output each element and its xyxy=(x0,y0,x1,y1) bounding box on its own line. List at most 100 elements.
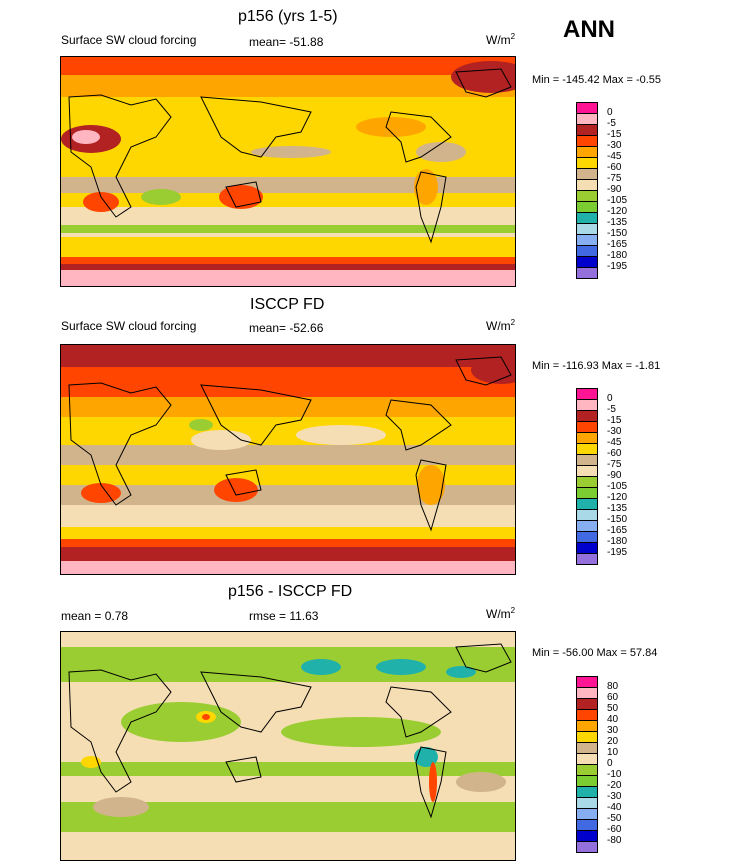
map-blob xyxy=(72,130,100,144)
map-blob xyxy=(251,146,331,158)
map-band xyxy=(61,270,515,286)
map-blob xyxy=(202,714,210,720)
colorbar-box xyxy=(576,553,598,565)
panel1-mean: mean= -51.88 xyxy=(249,35,324,49)
colorbar-label: -165 xyxy=(607,525,628,536)
panel1-title: p156 (yrs 1-5) xyxy=(238,8,338,25)
season-label: ANN xyxy=(563,16,615,43)
colorbar-label: -120 xyxy=(607,206,628,217)
map-blob xyxy=(356,117,426,137)
map-band xyxy=(61,397,515,417)
colorbar-label: -40 xyxy=(607,802,622,813)
map-blob xyxy=(141,189,181,205)
panel2-units: W/m2 xyxy=(486,318,516,334)
map-blob xyxy=(429,762,437,802)
colorbar-label: -90 xyxy=(607,470,622,481)
colorbar-label: -90 xyxy=(607,184,622,195)
colorbar-label: -135 xyxy=(607,217,628,228)
panel3-colorbar: 80 60 50 40 30 20 10 0 -10 -20 -30 -40 -… xyxy=(576,676,636,858)
panel1-map-svg xyxy=(61,57,515,286)
colorbar-label: -180 xyxy=(607,250,628,261)
map-band xyxy=(61,264,515,270)
colorbar-label: -15 xyxy=(607,129,622,140)
panel2-colorbar: 0 -5 -15 -30 -45 -60 -75 -90 -105 -120 -… xyxy=(576,388,636,570)
panel2-map-svg xyxy=(61,345,515,574)
colorbar-label: -180 xyxy=(607,536,628,547)
map-band xyxy=(61,539,515,547)
map-blob xyxy=(83,192,119,212)
colorbar-box xyxy=(576,841,598,853)
panel3-map-svg xyxy=(61,632,515,860)
panel1-minmax: Min = -145.42 Max = -0.55 xyxy=(532,74,662,86)
colorbar-label: -30 xyxy=(607,791,622,802)
panel2-map xyxy=(60,344,516,575)
colorbar-label: -15 xyxy=(607,415,622,426)
map-band xyxy=(61,177,515,193)
colorbar-label: -20 xyxy=(607,780,622,791)
map-blob xyxy=(189,419,213,431)
map-blob xyxy=(417,465,445,505)
colorbar-label: -60 xyxy=(607,824,622,835)
colorbar-label: 0 xyxy=(607,758,613,769)
map-blob xyxy=(414,747,438,767)
colorbar-label: -80 xyxy=(607,835,622,846)
map-band xyxy=(61,547,515,561)
map-blob xyxy=(296,425,386,445)
colorbar-label: -75 xyxy=(607,459,622,470)
colorbar-label: -195 xyxy=(607,261,628,272)
panel3-mean: mean = 0.78 xyxy=(61,609,129,623)
panel3-title: p156 - ISCCP FD xyxy=(228,583,353,600)
panel3-map xyxy=(60,631,516,861)
panel2-title: ISCCP FD xyxy=(250,296,325,313)
colorbar-label: 20 xyxy=(607,736,619,747)
map-blob xyxy=(416,142,466,162)
map-band xyxy=(61,243,515,257)
panel1-map xyxy=(60,56,516,287)
coastline xyxy=(68,643,512,819)
map-blob xyxy=(376,659,426,675)
panel1-units: W/m2 xyxy=(486,32,516,48)
colorbar-label: -30 xyxy=(607,140,622,151)
colorbar-label: 40 xyxy=(607,714,619,725)
map-band xyxy=(61,505,515,527)
map-band xyxy=(61,561,515,574)
map-band xyxy=(61,527,515,539)
colorbar-label: -5 xyxy=(607,118,616,129)
colorbar-label: -105 xyxy=(607,195,628,206)
colorbar-label: -50 xyxy=(607,813,622,824)
panel2-minmax: Min = -116.93 Max = -1.81 xyxy=(532,360,661,372)
map-band xyxy=(61,345,515,367)
map-blob xyxy=(121,702,241,742)
map-band xyxy=(61,225,515,233)
panel1-variable: Surface SW cloud forcing xyxy=(61,33,197,47)
colorbar-label: -150 xyxy=(607,228,628,239)
colorbar-label: -60 xyxy=(607,162,622,173)
colorbar-label: -135 xyxy=(607,503,628,514)
colorbar-label: 80 xyxy=(607,681,619,692)
map-band xyxy=(61,57,515,75)
colorbar-label: -195 xyxy=(607,547,628,558)
colorbar-label: -10 xyxy=(607,769,622,780)
colorbar-label: -5 xyxy=(607,404,616,415)
colorbar-label: -75 xyxy=(607,173,622,184)
panel2-variable: Surface SW cloud forcing xyxy=(61,319,197,333)
map-band xyxy=(61,485,515,505)
panel3-units: W/m2 xyxy=(486,606,516,622)
colorbar-label: -45 xyxy=(607,151,622,162)
colorbar-label: 60 xyxy=(607,692,619,703)
map-blob xyxy=(191,430,251,450)
colorbar-label: -45 xyxy=(607,437,622,448)
colorbar-label: -30 xyxy=(607,426,622,437)
colorbar-label: 0 xyxy=(607,107,613,118)
map-band xyxy=(61,762,515,776)
panel3-minmax: Min = -56.00 Max = 57.84 xyxy=(532,647,658,659)
map-blob xyxy=(219,185,263,209)
colorbar-label: 10 xyxy=(607,747,619,758)
colorbar-label: -60 xyxy=(607,448,622,459)
map-blob xyxy=(456,772,506,792)
map-blob xyxy=(446,666,476,678)
map-blob xyxy=(81,483,121,503)
colorbar-label: -165 xyxy=(607,239,628,250)
panel2-mean: mean= -52.66 xyxy=(249,321,324,335)
map-blob xyxy=(414,169,438,205)
